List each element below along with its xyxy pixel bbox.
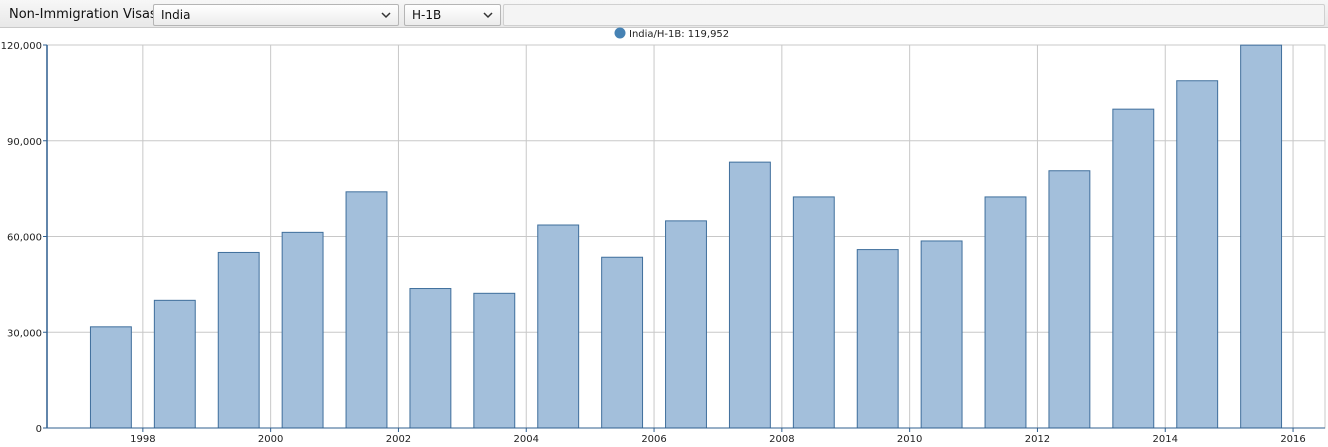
y-tick-label: 90,000 bbox=[7, 137, 42, 148]
bar-2009[interactable] bbox=[856, 249, 899, 429]
bar-2011[interactable] bbox=[984, 196, 1027, 429]
bar-2010[interactable] bbox=[920, 240, 963, 429]
chevron-down-icon bbox=[483, 12, 493, 19]
bar-1997[interactable] bbox=[89, 326, 132, 429]
bar-2003[interactable] bbox=[473, 292, 516, 429]
bar-2007[interactable] bbox=[728, 161, 771, 429]
x-tick-label: 2014 bbox=[1153, 434, 1178, 445]
x-tick-label: 1998 bbox=[130, 434, 155, 445]
y-tick-label: 30,000 bbox=[7, 328, 42, 339]
bar-layer bbox=[89, 44, 1283, 429]
country-select[interactable]: India bbox=[153, 4, 399, 26]
bar-2008[interactable] bbox=[792, 196, 835, 429]
x-tick-label: 2002 bbox=[386, 434, 411, 445]
x-tick-label: 2008 bbox=[769, 434, 794, 445]
bar-2012[interactable] bbox=[1048, 170, 1091, 429]
bar-2014[interactable] bbox=[1176, 80, 1219, 429]
country-select-value: India bbox=[161, 8, 191, 22]
legend: India/H-1B: 119,952 bbox=[614, 27, 729, 40]
x-tick-label: 2012 bbox=[1025, 434, 1050, 445]
axis-layer: 0 30,000 60,000 90,000 120,000 1998 2000 2002 20… bbox=[1, 41, 1325, 445]
bar-2000[interactable] bbox=[281, 231, 324, 429]
bar-1999[interactable] bbox=[217, 251, 260, 429]
y-tick-label: 60,000 bbox=[7, 233, 42, 244]
bar-2001[interactable] bbox=[345, 191, 388, 429]
bar-2005[interactable] bbox=[601, 256, 644, 429]
x-tick-label: 2006 bbox=[641, 434, 666, 445]
x-tick-label: 2016 bbox=[1280, 434, 1305, 445]
legend-label: India/H-1B: 119,952 bbox=[629, 29, 729, 40]
y-tick-label: 120,000 bbox=[1, 41, 42, 52]
chevron-down-icon bbox=[381, 12, 391, 19]
y-tick-label: 0 bbox=[36, 424, 42, 435]
visa-type-select-value: H-1B bbox=[412, 8, 442, 22]
bar-2013[interactable] bbox=[1112, 108, 1155, 429]
bar-2002[interactable] bbox=[409, 288, 452, 429]
bar-2015[interactable] bbox=[1240, 44, 1283, 429]
toolbar-empty-area bbox=[503, 4, 1325, 26]
bar-2006[interactable] bbox=[665, 220, 707, 429]
bar-2004[interactable] bbox=[537, 224, 580, 429]
toolbar-title: Non-Immigration Visas bbox=[9, 7, 157, 22]
bar-1998[interactable] bbox=[153, 299, 196, 429]
legend-marker bbox=[614, 27, 626, 39]
visa-type-select[interactable]: H-1B bbox=[404, 4, 501, 26]
grid-layer bbox=[46, 44, 1326, 429]
x-tick-label: 2010 bbox=[897, 434, 922, 445]
x-tick-label: 2004 bbox=[514, 434, 539, 445]
toolbar: Non-Immigration Visas India H-1B bbox=[0, 0, 1328, 28]
x-tick-label: 2000 bbox=[258, 434, 283, 445]
